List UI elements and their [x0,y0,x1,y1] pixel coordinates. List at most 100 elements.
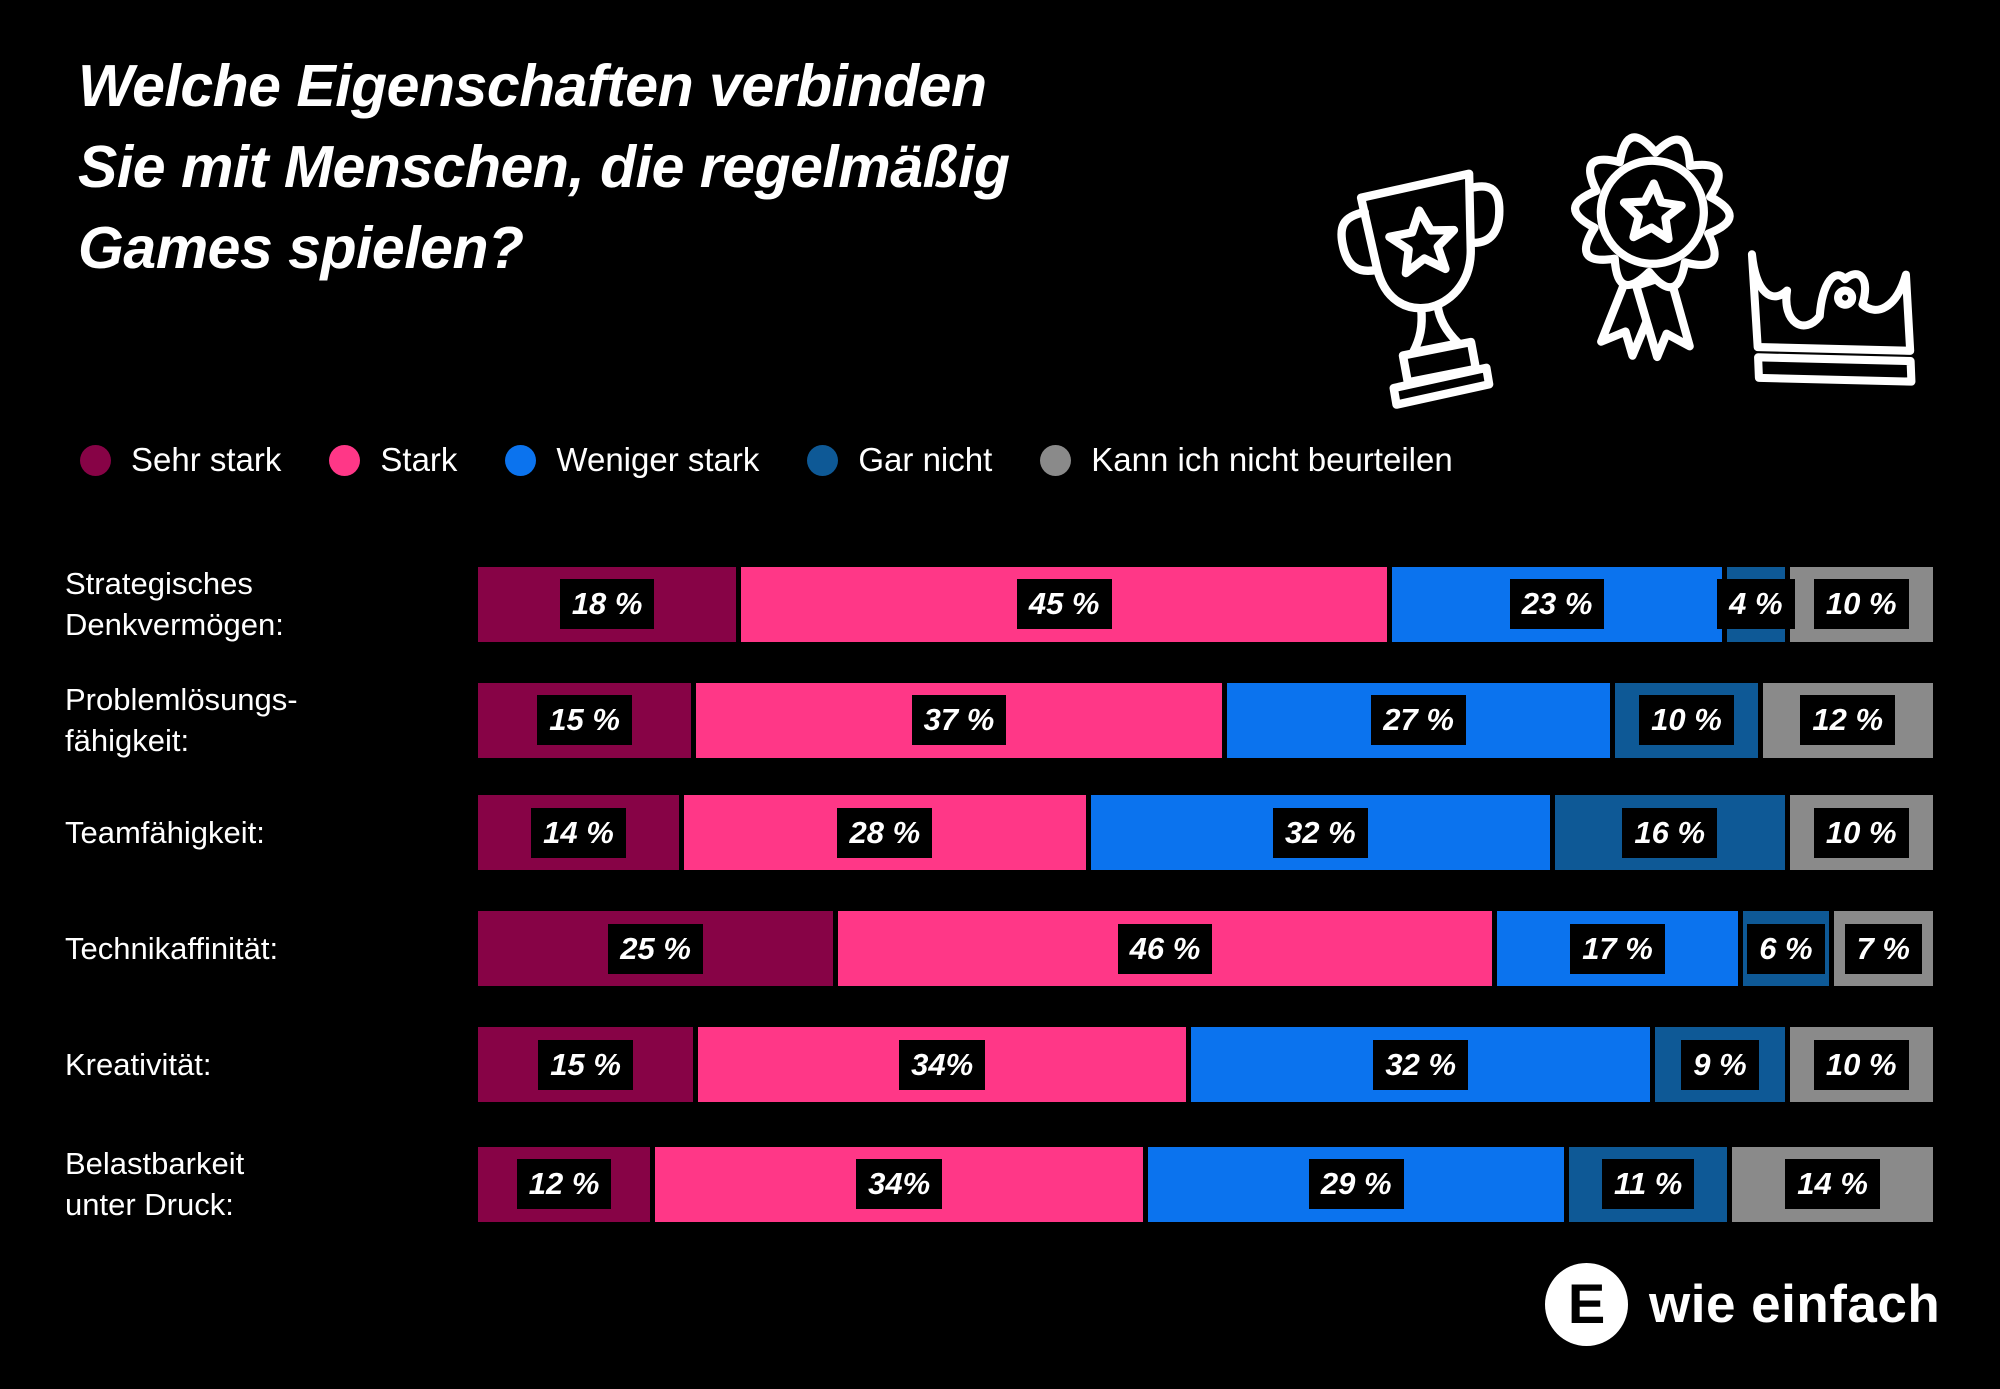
bar-segment: 10 % [1789,1027,1934,1102]
value-label: 10 % [1813,1039,1909,1090]
title-line-2: Sie mit Menschen, die regelmäßig [78,134,1010,200]
chart-row: Kreativität: 15 % 34% 32 % 9 % 10 % [65,1027,1934,1102]
chart-row: Teamfähigkeit: 14 % 28 % 32 % 16 % 10 % [65,795,1933,870]
crown-icon [1718,212,1970,436]
bar-segment: 14 % [1732,1146,1934,1222]
value-label: 10 % [1813,579,1909,629]
legend-dot-icon [1040,444,1072,476]
value-label: 4 % [1717,579,1795,629]
value-label: 46 % [1117,923,1213,974]
chart-row: Strategisches Denkvermögen: 18 % 45 % 23 % 4 … [65,563,1933,642]
legend-dot-icon [80,444,111,476]
logo-text: wie einfach [1649,1275,1941,1334]
bar-segment: 37 % [696,682,1222,758]
value-label: 25 % [608,923,703,974]
value-label: 32 % [1272,807,1368,858]
row-label-line: fähigkeit: [65,723,190,758]
value-label: 12 % [516,1159,612,1209]
row-label-line: Technikaffinität: [65,931,279,966]
legend-dot-icon [329,444,361,476]
legend-label: Weniger stark [556,441,760,478]
value-label: 32 % [1373,1039,1469,1090]
bar-segment: 12 % [1762,682,1933,758]
bar-segment: 34% [655,1146,1144,1222]
value-label: 10 % [1813,807,1909,858]
row-bars: 15 % 34% 32 % 9 % 10 % [478,1027,1934,1102]
value-label: 9 % [1681,1039,1759,1090]
bar-segment: 9 % [1655,1027,1785,1102]
bar-segment: 12 % [478,1146,651,1222]
value-label: 7 % [1844,923,1922,974]
value-label: 28 % [837,807,933,858]
value-label: 16 % [1622,807,1718,858]
bar-segment: 10 % [1615,682,1758,758]
row-label: Strategisches Denkvermögen: [65,563,478,645]
legend-item: Gar nicht [807,442,992,478]
value-label: 29 % [1308,1159,1404,1209]
logo-initial: E [1567,1271,1606,1335]
legend-dot-icon [807,444,839,476]
legend: Sehr stark Stark Weniger stark Gar nicht Kan… [80,442,1453,478]
page-title: Welche Eigenschaften verbinden Sie mit M… [78,46,1010,289]
row-label-line: Kreativität: [65,1047,212,1082]
legend-label: Stark [380,441,458,478]
row-label-line: Belastbarkeit [65,1146,245,1181]
bar-segment: 10 % [1789,795,1933,870]
legend-item: Kann ich nicht beurteilen [1040,441,1453,478]
value-label: 15 % [537,695,632,745]
row-bars: 15 % 37 % 27 % 10 % 12 % [478,682,1933,758]
bar-segment: 11 % [1569,1146,1728,1222]
bar-segment: 46 % [838,911,1492,986]
bar-segment: 27 % [1226,682,1611,758]
brand-logo: E wie einfach [1545,1263,1940,1346]
value-label: 15 % [538,1039,633,1090]
logo-e-icon: E [1545,1263,1628,1346]
bar-segment: 34% [698,1027,1187,1102]
bar-segment: 16 % [1554,795,1785,870]
bar-segment: 29 % [1148,1146,1565,1222]
legend-dot-icon [505,444,537,476]
bar-segment: 23 % [1392,566,1723,642]
bar-segment: 15 % [478,1027,694,1102]
bar-segment: 17 % [1496,911,1739,986]
bar-segment: 10 % [1789,566,1933,642]
legend-item: Sehr stark [80,442,281,478]
title-line-3: Games spielen? [78,215,524,281]
chart-row: Problemlösungs-fähigkeit: 15 % 37 % 27 % 10 … [65,679,1933,758]
bar-segment: 45 % [741,566,1388,642]
row-label: Problemlösungs-fähigkeit: [65,679,478,761]
legend-item: Stark [329,442,457,478]
medal-icon [1548,104,1754,372]
bar-segment: 14 % [478,795,679,870]
bar-segment: 25 % [478,911,834,986]
row-bars: 12 % 34% 29 % 11 % 14 % [478,1146,1934,1222]
bar-segment: 18 % [478,566,737,642]
value-label: 45 % [1016,579,1112,629]
value-label: 37 % [911,695,1007,745]
value-label: 23 % [1509,579,1605,629]
row-label: Teamfähigkeit: [65,812,478,853]
chart-row: Technikaffinität: 25 % 46 % 17 % 6 % 7 % [65,911,1933,986]
bar-segment: 28 % [683,795,1086,870]
legend-label: Kann ich nicht beurteilen [1091,441,1453,478]
value-label: 14 % [1785,1159,1880,1209]
legend-item: Weniger stark [505,442,759,478]
row-label: Belastbarkeit unter Druck: [65,1143,478,1225]
row-bars: 14 % 28 % 32 % 16 % 10 % [478,795,1933,870]
value-label: 34% [899,1039,986,1090]
bar-segment: 4 % [1717,566,1795,642]
row-label-line: Strategisches [65,566,253,601]
row-bars: 18 % 45 % 23 % 4 % 10 % [478,566,1933,642]
row-label-line: Teamfähigkeit: [65,815,265,850]
bar-segment: 6 % [1743,911,1829,986]
value-label: 12 % [1800,695,1896,745]
row-label-line: Denkvermögen: [65,607,284,642]
value-label: 14 % [531,807,626,858]
legend-label: Gar nicht [858,441,993,478]
chart: Strategisches Denkvermögen: 18 % 45 % 23 % 4 … [65,563,1934,1259]
value-label: 18 % [559,579,655,629]
row-label: Technikaffinität: [65,928,478,969]
row-bars: 25 % 46 % 17 % 6 % 7 % [478,911,1933,986]
title-line-1: Welche Eigenschaften verbinden [78,53,987,119]
